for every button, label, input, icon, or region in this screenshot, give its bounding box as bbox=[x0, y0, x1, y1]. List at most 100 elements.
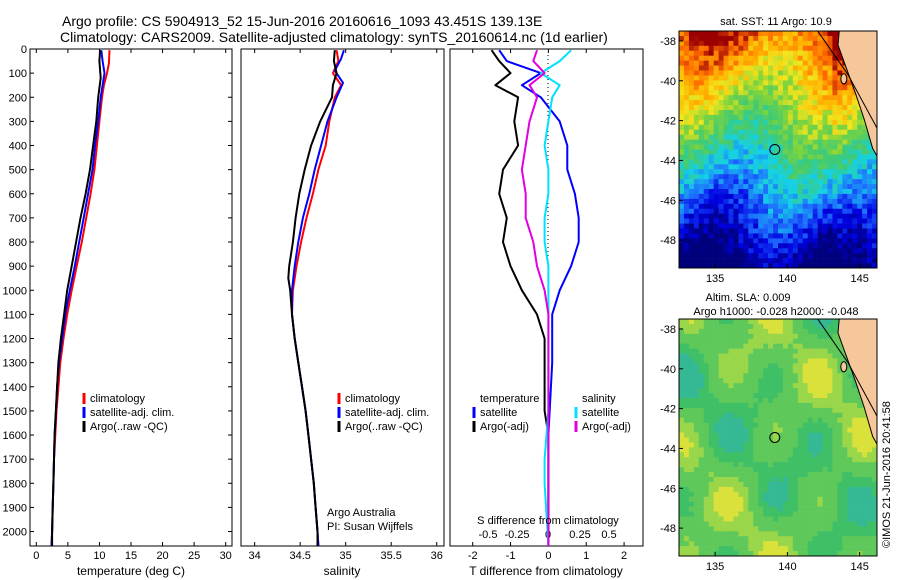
map-grid-cell bbox=[807, 243, 813, 249]
map-grid-cell bbox=[763, 40, 769, 47]
map-grid-cell bbox=[733, 233, 739, 239]
map-grid-cell bbox=[797, 383, 804, 389]
map-grid-cell bbox=[743, 60, 749, 66]
map-grid-cell bbox=[792, 437, 799, 443]
map-grid-cell bbox=[698, 90, 705, 96]
map-grid-cell bbox=[847, 452, 853, 458]
map-grid-cell bbox=[797, 506, 804, 512]
map-grid-cell bbox=[713, 100, 719, 106]
map-grid-cell bbox=[768, 472, 774, 478]
map-grid-cell bbox=[728, 95, 734, 101]
map-grid-cell bbox=[792, 65, 799, 71]
map-grid-cell bbox=[693, 119, 700, 126]
map-grid-cell bbox=[827, 541, 833, 547]
map-grid-cell bbox=[743, 31, 749, 37]
map-grid-cell bbox=[797, 159, 804, 165]
map-grid-cell bbox=[733, 213, 739, 219]
map-grid-cell bbox=[827, 35, 833, 42]
map-grid-cell bbox=[822, 363, 828, 369]
map-grid-cell bbox=[718, 223, 724, 229]
map-grid-cell bbox=[797, 486, 804, 493]
map-grid-cell bbox=[847, 80, 853, 86]
map-grid-cell bbox=[832, 169, 838, 175]
map-grid-cell bbox=[787, 437, 794, 443]
map-grid-cell bbox=[688, 233, 695, 239]
map-grid-cell bbox=[713, 174, 719, 180]
map-grid-cell bbox=[763, 353, 769, 359]
map-grid-cell bbox=[812, 179, 818, 185]
map-grid-cell bbox=[832, 333, 838, 340]
map-grid-cell bbox=[733, 383, 739, 389]
map-grid-cell bbox=[743, 223, 749, 229]
map-lon-tick-label: 135 bbox=[706, 273, 724, 285]
map-grid-cell bbox=[768, 228, 774, 234]
map-grid-cell bbox=[703, 95, 709, 101]
map-grid-cell bbox=[703, 60, 709, 66]
map-grid-cell bbox=[763, 253, 769, 259]
map-grid-cell bbox=[733, 506, 739, 512]
map-grid-cell bbox=[713, 105, 719, 111]
map-grid-cell bbox=[763, 129, 769, 135]
map-grid-cell bbox=[802, 417, 808, 423]
map-grid-cell bbox=[679, 208, 685, 214]
map-grid-cell bbox=[688, 149, 695, 155]
map-grid-cell bbox=[862, 516, 868, 522]
map-grid-cell bbox=[862, 462, 868, 468]
map-grid-cell bbox=[797, 531, 804, 537]
map-grid-cell bbox=[753, 35, 759, 42]
map-grid-cell bbox=[842, 462, 848, 468]
map-grid-cell bbox=[753, 258, 759, 264]
map-grid-cell bbox=[683, 378, 690, 384]
map-grid-cell bbox=[782, 501, 789, 507]
map-grid-cell bbox=[703, 521, 709, 527]
map-grid-cell bbox=[842, 531, 848, 537]
map-grid-cell bbox=[713, 110, 719, 116]
map-grid-cell bbox=[708, 442, 714, 448]
map-grid-cell bbox=[728, 378, 734, 384]
map-grid-cell bbox=[679, 95, 685, 101]
map-grid-cell bbox=[817, 40, 823, 47]
map-grid-cell bbox=[763, 452, 769, 458]
map-grid-cell bbox=[683, 100, 690, 106]
map-grid-cell bbox=[723, 100, 729, 106]
map-grid-cell bbox=[817, 110, 823, 116]
map-grid-cell bbox=[723, 40, 729, 47]
map-grid-cell bbox=[837, 551, 843, 556]
map-grid-cell bbox=[683, 263, 690, 268]
map-grid-cell bbox=[857, 248, 863, 254]
map-grid-cell bbox=[867, 174, 873, 180]
map-grid-cell bbox=[867, 437, 873, 443]
map-grid-cell bbox=[723, 198, 729, 205]
map-grid-cell bbox=[683, 338, 690, 344]
map-grid-cell bbox=[728, 223, 734, 229]
map-grid-cell bbox=[837, 427, 843, 433]
temperature-panel: 0100200300400500600700800900100011001200… bbox=[3, 44, 643, 578]
map-grid-cell bbox=[703, 486, 709, 493]
map-grid-cell bbox=[842, 521, 848, 527]
map-grid-cell bbox=[807, 546, 813, 552]
map-grid-cell bbox=[817, 343, 823, 349]
map-grid-cell bbox=[683, 31, 690, 37]
map-grid-cell bbox=[773, 149, 779, 155]
map-grid-cell bbox=[797, 541, 804, 547]
map-grid-cell bbox=[857, 134, 863, 140]
map-grid-cell bbox=[743, 402, 749, 409]
map-grid-cell bbox=[827, 452, 833, 458]
map-grid-cell bbox=[753, 462, 759, 468]
map-grid-cell bbox=[768, 105, 774, 111]
map-grid-cell bbox=[837, 467, 843, 473]
map-grid-cell bbox=[802, 85, 808, 91]
map-grid-cell bbox=[857, 398, 863, 404]
map-grid-cell bbox=[827, 154, 833, 160]
map-grid-cell bbox=[802, 105, 808, 111]
map-grid-cell bbox=[688, 378, 695, 384]
map-grid-cell bbox=[698, 506, 705, 512]
map-grid-cell bbox=[778, 144, 784, 150]
map-grid-cell bbox=[748, 447, 754, 453]
map-grid-cell bbox=[837, 218, 843, 224]
map-lat-tick-label: -38 bbox=[660, 324, 676, 336]
map-grid-cell bbox=[713, 129, 719, 135]
map-grid-cell bbox=[768, 402, 774, 409]
map-grid-cell bbox=[758, 491, 764, 498]
map-grid-cell bbox=[812, 496, 818, 502]
